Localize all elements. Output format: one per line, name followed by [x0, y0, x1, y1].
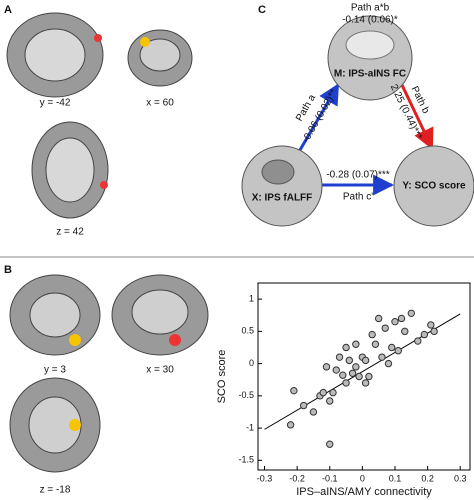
point [342, 343, 350, 352]
point [397, 314, 406, 323]
point [361, 356, 370, 365]
point [361, 379, 370, 387]
point [430, 327, 438, 336]
point [299, 401, 308, 410]
point [381, 324, 389, 332]
point [365, 372, 373, 381]
point [420, 330, 429, 339]
path-value: -0.28 (0.07)*** [326, 170, 389, 181]
point [378, 353, 386, 361]
point [414, 337, 422, 345]
path-label: Path a*b [351, 3, 390, 14]
point [352, 340, 360, 348]
plot-frame [257, 282, 471, 471]
point [342, 379, 350, 387]
x-tick-label: -0.3 [257, 473, 273, 483]
y-tick-label: -1 [246, 422, 254, 432]
point [339, 371, 347, 379]
point [332, 366, 340, 374]
point [319, 388, 327, 397]
point [384, 359, 393, 368]
node-label: Y: SCO score [402, 181, 466, 192]
slice-label: x = 60 [146, 98, 174, 109]
point [329, 388, 337, 397]
x-tick-label: -0.2 [289, 473, 305, 483]
y-tick-label: -1.5 [238, 455, 254, 465]
y-tick-label: 0 [249, 358, 254, 368]
point [286, 421, 295, 429]
path-value: -0.14 (0.06)* [342, 15, 398, 26]
panel-label: C [258, 4, 266, 16]
point [326, 440, 334, 448]
panel-label: A [4, 4, 12, 16]
point [407, 309, 415, 318]
point [401, 327, 409, 336]
point [368, 330, 376, 339]
point [345, 356, 354, 365]
point [326, 397, 334, 405]
point [352, 363, 360, 371]
slice-label: y = -42 [40, 98, 71, 109]
point [309, 408, 318, 416]
point [322, 363, 331, 371]
brain-images [6, 12, 209, 473]
point [371, 340, 380, 348]
slice-label: z = 42 [56, 227, 84, 238]
point [290, 386, 298, 395]
slice-label: y = 3 [44, 365, 66, 376]
x-tick-label: 0.2 [421, 473, 434, 483]
y-tick-label: 1 [249, 293, 254, 303]
point [388, 343, 396, 352]
slice-label: x = 30 [146, 365, 174, 376]
slice-label: z = -18 [40, 485, 71, 496]
point [391, 317, 399, 326]
x-tick-label: -0.1 [322, 473, 338, 483]
point [348, 369, 357, 377]
x-tick-label: 0.3 [454, 473, 467, 483]
point [427, 321, 435, 329]
y-axis-label: SCO score [216, 350, 228, 404]
x-tick-label: 0 [360, 473, 365, 483]
point [335, 353, 344, 361]
scatter-plot: -0.3 -0.2 -0.1 0 0.1 0.2 0.3 -1.5 -1 -0.5 0 0.5 1 IPS… [216, 282, 471, 498]
point [394, 347, 402, 355]
path-label: Path c' [343, 192, 373, 203]
x-tick-label: 0.1 [389, 473, 402, 483]
node-label: X: IPS fALFF [252, 193, 313, 204]
mediation-diagram [241, 15, 474, 227]
point [355, 372, 363, 381]
y-tick-label: -0.5 [238, 390, 254, 400]
y-tick-label: 0.5 [241, 326, 254, 336]
node-label: M: IPS-aINS FC [334, 69, 406, 80]
panel-label: B [4, 264, 12, 276]
point [374, 314, 383, 323]
x-axis-label: IPS–aINS/AMY connectivity [296, 486, 432, 498]
